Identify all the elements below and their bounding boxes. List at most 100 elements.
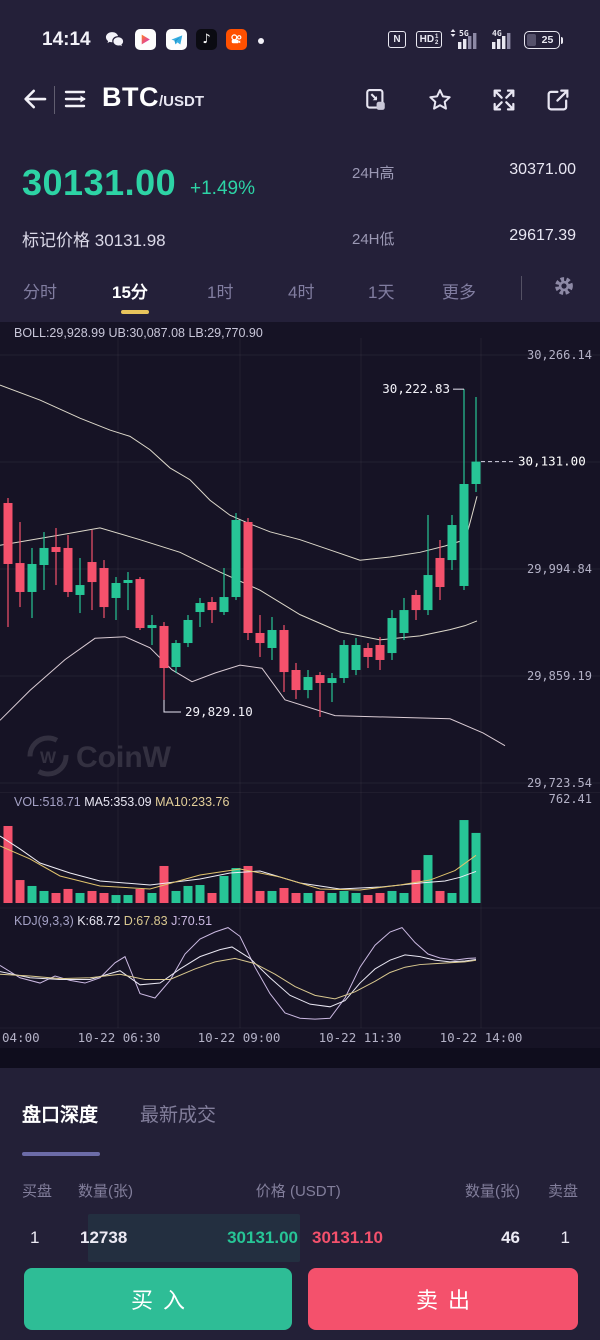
col-header-qty-left: 数量(张) [78, 1183, 133, 1200]
candle-body [39, 547, 49, 566]
volume-bar [15, 880, 25, 903]
buy-button[interactable]: 买入 [24, 1268, 292, 1330]
volume-bar [183, 885, 193, 903]
kline-chart[interactable]: W CoinW 30,131.00 30,222.83 29,829.10 30,266.… [0, 322, 600, 1048]
volume-bar [471, 832, 481, 903]
ask-price[interactable]: 30131.10 [312, 1228, 383, 1247]
vol-indicator-label: VOL:518.71 MA5:353.09 MA10:233.76 [14, 795, 229, 809]
candle-body [387, 618, 397, 654]
candle-body [339, 644, 349, 679]
candle-body [423, 575, 433, 611]
coinw-watermark: W CoinW [27, 735, 172, 777]
volume-bar [27, 885, 37, 903]
volume-bar [171, 890, 181, 903]
volume-bar [279, 888, 289, 903]
sell-button[interactable]: 卖出 [308, 1268, 578, 1330]
mark-price: 标记价格 30131.98 [22, 231, 166, 250]
pair-title[interactable]: BTC/USDT [102, 82, 204, 112]
tab-latest-trades[interactable]: 最新成交 [140, 1105, 217, 1126]
tab-interval-1天[interactable]: 1天 [368, 283, 395, 302]
candle-body [303, 677, 313, 691]
battery-icon: 25 [524, 31, 563, 49]
kuaishou-icon [226, 29, 247, 50]
volume-bar [447, 893, 457, 903]
volume-bar [315, 890, 325, 903]
volume-bar [123, 895, 133, 903]
volume-bar [87, 890, 97, 903]
col-header-price: 价格 (USDT) [255, 1183, 341, 1200]
candle-body [291, 669, 301, 691]
bid-order-count: 1 [30, 1228, 40, 1247]
last-price: 30131.00 [22, 162, 177, 203]
candle-body [267, 630, 277, 648]
pair-list-icon[interactable] [62, 87, 90, 111]
kdj-k-line [0, 946, 477, 1008]
x-axis-label: 10-22 14:00 [440, 1030, 523, 1045]
chart-settings-gear-icon[interactable] [551, 273, 577, 304]
nav-bar: BTC/USDT [0, 62, 600, 128]
candle-body [471, 461, 481, 484]
volume-bar [39, 890, 49, 903]
pip-chart-icon[interactable] [362, 86, 390, 114]
bid-price[interactable]: 30131.00 [227, 1228, 298, 1247]
x-axis-label: 10-22 06:30 [78, 1030, 161, 1045]
y-axis-label: 29,994.84 [527, 562, 592, 576]
tabs-divider [521, 276, 522, 300]
low-annotation-line [163, 699, 181, 713]
volume-bar [243, 865, 253, 903]
tab-interval-更多[interactable]: 更多 [442, 283, 476, 302]
volume-bar [327, 893, 337, 903]
candle-body [435, 557, 445, 588]
candle-body [171, 643, 181, 667]
candle-body [363, 647, 373, 657]
tab-interval-分时[interactable]: 分时 [23, 283, 57, 302]
y-axis-label: 29,723.54 [527, 776, 592, 790]
volume-bar [207, 893, 217, 903]
y-axis-label: 30,266.14 [527, 348, 592, 362]
volume-bar [375, 893, 385, 903]
change-percent: +1.49% [190, 178, 255, 199]
volume-bar [363, 895, 373, 903]
depth-tab-underline [22, 1152, 100, 1156]
chart-area: W CoinW 30,131.00 30,222.83 29,829.10 30,266.… [0, 322, 600, 1048]
volume-bar [75, 893, 85, 903]
candle-body [3, 503, 13, 564]
x-axis-label: 10-22 11:30 [319, 1030, 402, 1045]
svg-text:4G: 4G [492, 29, 502, 38]
tab-interval-1时[interactable]: 1时 [207, 283, 234, 302]
volume-bar [195, 885, 205, 903]
top-section: 14:14 ♪ N HD 1 2 5G 4G [0, 0, 600, 322]
volume-bar [411, 870, 421, 903]
volume-bar [423, 855, 433, 903]
fullscreen-icon[interactable] [490, 86, 518, 114]
telegram-icon [166, 29, 187, 50]
nfc-icon: N [388, 31, 406, 48]
video-app-icon [135, 29, 156, 50]
kdj-indicator-label: KDJ(9,3,3) K:68.72 D:67.83 J:70.51 [14, 914, 212, 928]
candle-body [27, 563, 37, 592]
x-axis-label: 04:00 [2, 1030, 40, 1045]
boll-middle-band [0, 527, 478, 641]
candle-body [195, 603, 205, 613]
candle-body [243, 522, 253, 634]
volume-bar [63, 888, 73, 903]
candle-body [219, 597, 229, 613]
share-icon[interactable] [544, 86, 572, 114]
favorite-star-icon[interactable] [426, 86, 454, 114]
candle-body [327, 678, 337, 684]
candle-body [351, 644, 361, 670]
tab-depth[interactable]: 盘口深度 [22, 1105, 99, 1126]
low-value: 29617.39 [509, 227, 576, 244]
candle-body [147, 625, 157, 629]
svg-text:5G: 5G [459, 29, 469, 38]
status-bar: 14:14 ♪ N HD 1 2 5G 4G [0, 0, 600, 62]
candle-body [231, 519, 241, 598]
tab-interval-15分[interactable]: 15分 [112, 283, 148, 302]
ask-quantity: 46 [501, 1228, 520, 1247]
wechat-icon [104, 29, 125, 50]
tab-interval-4时[interactable]: 4时 [288, 283, 315, 302]
col-header-qty-right: 数量(张) [465, 1183, 520, 1200]
candle-body [51, 547, 61, 552]
back-button[interactable] [20, 84, 50, 114]
